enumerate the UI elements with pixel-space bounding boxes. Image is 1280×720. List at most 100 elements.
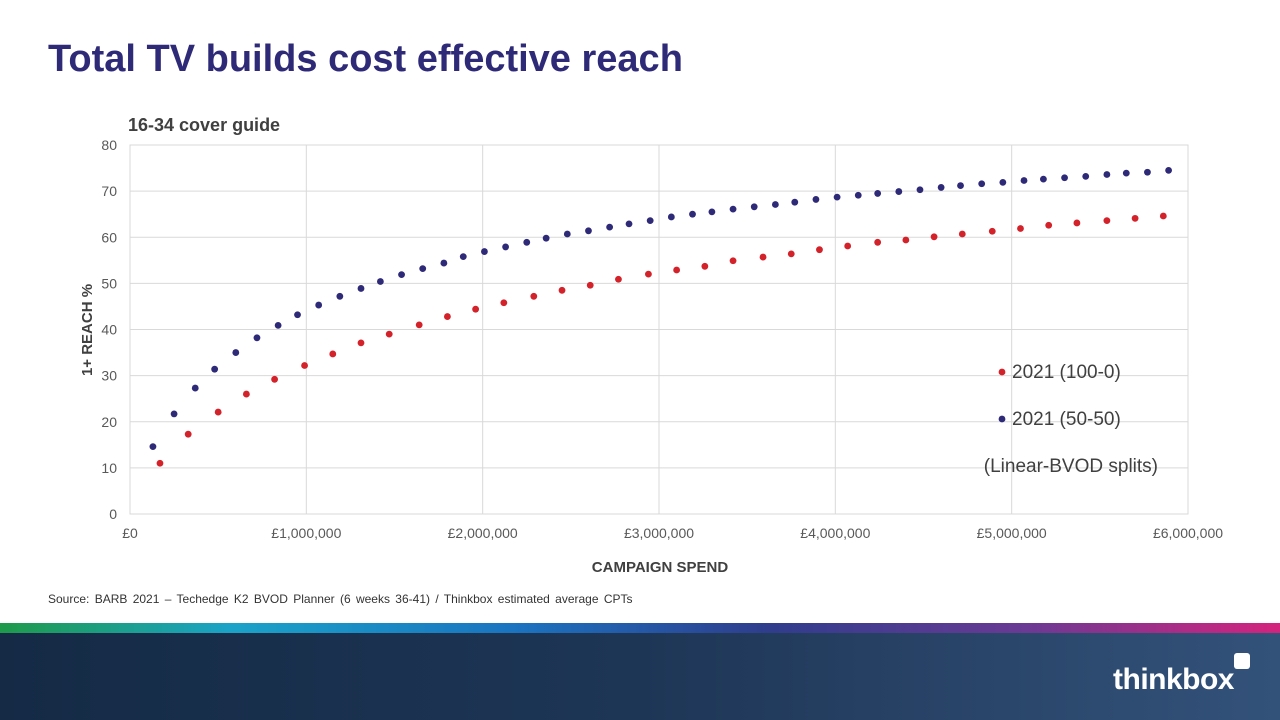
data-point-series-2 xyxy=(419,265,427,273)
data-point-series-1 xyxy=(1159,212,1167,220)
data-point-series-2 xyxy=(791,198,799,206)
data-point-series-1 xyxy=(586,281,594,289)
data-point-series-1 xyxy=(156,459,164,467)
legend-label-series-1: 2021 (100-0) xyxy=(1012,362,1121,383)
data-point-series-1 xyxy=(271,375,278,383)
data-point-series-2 xyxy=(812,196,820,203)
data-point-series-1 xyxy=(615,275,622,283)
x-tick-label: £6,000,000 xyxy=(1153,525,1223,541)
data-point-series-1 xyxy=(1131,214,1139,222)
data-point-series-2 xyxy=(459,253,467,261)
data-point-series-1 xyxy=(184,430,192,438)
data-point-series-2 xyxy=(833,193,841,201)
legend-label-series-2: 2021 (50-50) xyxy=(1012,409,1121,430)
data-point-series-1 xyxy=(472,305,480,313)
data-point-series-1 xyxy=(500,299,508,307)
legend-marker-series-1 xyxy=(998,368,1006,376)
data-point-series-1 xyxy=(816,246,823,254)
data-points xyxy=(149,166,1173,467)
data-point-series-1 xyxy=(301,362,308,369)
source-note: Source: BARB 2021 – Techedge K2 BVOD Pla… xyxy=(48,592,633,606)
data-point-series-2 xyxy=(336,292,344,300)
data-point-series-1 xyxy=(444,313,451,320)
data-point-series-2 xyxy=(563,230,571,238)
data-point-series-2 xyxy=(294,311,301,319)
data-point-series-1 xyxy=(844,242,852,250)
data-point-series-1 xyxy=(1045,221,1053,229)
data-point-series-1 xyxy=(874,238,882,246)
data-point-series-2 xyxy=(170,410,178,418)
data-point-series-2 xyxy=(1144,168,1151,176)
data-point-series-2 xyxy=(1122,169,1130,177)
y-tick-label: 60 xyxy=(101,229,117,245)
x-tick-label: £2,000,000 xyxy=(448,525,518,541)
data-point-series-1 xyxy=(988,227,996,235)
y-tick-label: 20 xyxy=(101,414,117,430)
thinkbox-logo: thinkbox xyxy=(1113,663,1235,696)
data-point-series-2 xyxy=(771,201,779,208)
data-point-series-2 xyxy=(937,184,945,191)
legend-note: (Linear-BVOD splits) xyxy=(984,456,1158,477)
data-point-series-2 xyxy=(398,271,405,279)
data-point-series-2 xyxy=(1082,172,1090,180)
data-point-series-1 xyxy=(958,230,966,238)
data-point-series-1 xyxy=(415,321,423,329)
data-point-series-1 xyxy=(242,390,250,398)
data-point-series-1 xyxy=(930,233,938,241)
data-point-series-2 xyxy=(606,223,614,231)
data-point-series-2 xyxy=(376,278,384,285)
data-point-series-2 xyxy=(978,180,986,188)
data-point-series-2 xyxy=(916,186,924,194)
y-axis-label: 1+ REACH % xyxy=(79,284,96,376)
data-point-series-1 xyxy=(558,286,566,294)
x-tick-label: £1,000,000 xyxy=(271,525,341,541)
x-tick-label: £5,000,000 xyxy=(977,525,1047,541)
y-tick-label: 50 xyxy=(101,275,117,291)
data-point-series-2 xyxy=(1020,177,1028,184)
x-tick-label: £4,000,000 xyxy=(800,525,870,541)
data-point-series-2 xyxy=(523,238,531,246)
data-point-series-2 xyxy=(750,203,758,211)
y-tick-label: 70 xyxy=(101,183,117,199)
data-point-series-2 xyxy=(274,321,282,329)
data-point-series-2 xyxy=(149,443,157,451)
x-axis-ticks: £0 £1,000,000 £2,000,000 £3,000,000 £4,000,0… xyxy=(122,525,1223,541)
data-point-series-2 xyxy=(542,234,550,242)
data-point-series-2 xyxy=(211,365,219,373)
page-title: Total TV builds cost effective reach xyxy=(48,38,683,80)
plot-frame xyxy=(129,144,1189,515)
data-point-series-1 xyxy=(701,262,709,270)
data-point-series-2 xyxy=(357,285,365,292)
data-point-series-1 xyxy=(787,250,795,258)
data-point-series-1 xyxy=(530,292,538,300)
data-point-series-2 xyxy=(1165,166,1173,174)
footer-stripe xyxy=(0,623,1280,633)
x-axis-label: CAMPAIGN SPEND xyxy=(592,559,729,576)
data-point-series-2 xyxy=(729,205,737,213)
data-point-series-2 xyxy=(1061,174,1068,182)
data-point-series-1 xyxy=(329,350,337,358)
data-point-series-1 xyxy=(385,330,393,338)
data-point-series-2 xyxy=(440,259,448,267)
reach-chart: 0 10 20 30 40 50 60 70 80 £0 £1,000,000 £2,000,000… xyxy=(79,115,1223,576)
data-point-series-1 xyxy=(1073,219,1081,227)
y-tick-label: 10 xyxy=(101,460,117,476)
data-point-series-2 xyxy=(667,213,675,221)
legend-marker-series-2 xyxy=(998,415,1006,423)
data-point-series-2 xyxy=(253,334,261,342)
data-point-series-1 xyxy=(1103,217,1111,225)
data-point-series-2 xyxy=(315,301,323,309)
x-tick-label: £0 xyxy=(122,525,138,541)
data-point-series-2 xyxy=(191,384,199,392)
x-tick-label: £3,000,000 xyxy=(624,525,694,541)
data-point-series-2 xyxy=(502,243,509,251)
data-point-series-2 xyxy=(481,248,488,255)
data-point-series-2 xyxy=(999,178,1007,186)
data-point-series-2 xyxy=(625,220,633,228)
data-point-series-2 xyxy=(1103,171,1111,178)
data-point-series-1 xyxy=(902,236,910,244)
y-tick-label: 0 xyxy=(109,506,117,522)
data-point-series-1 xyxy=(759,253,767,261)
data-point-series-2 xyxy=(689,210,696,218)
data-point-series-1 xyxy=(729,257,737,265)
